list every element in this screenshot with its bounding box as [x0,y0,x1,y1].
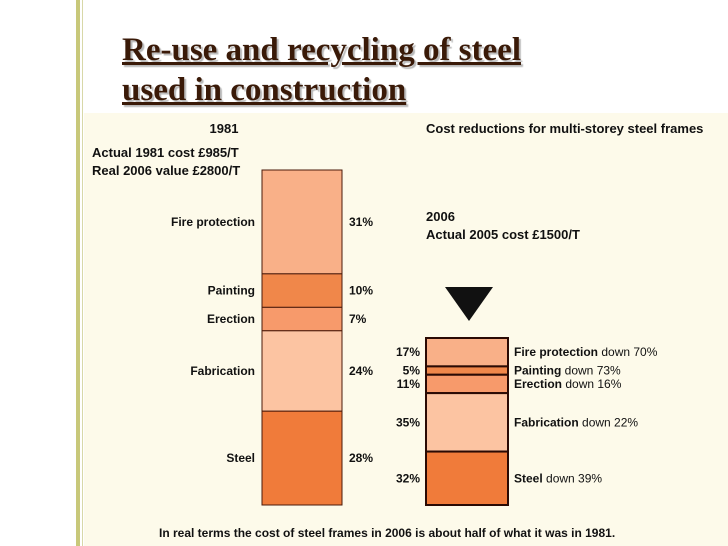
year-1981-label: 1981 [210,121,239,136]
annotation-2006-fire-protection: Fire protection down 70% [514,345,658,359]
value-1981-fire-protection: 31% [349,215,373,229]
title-line-2: used in construction [122,72,407,108]
value-2006-steel: 32% [396,471,420,485]
annotation-2006-erection: Erection down 16% [514,377,622,391]
label-1981-fire-protection: Fire protection [171,215,255,229]
value-2006-fire-protection: 17% [396,345,420,359]
annotation-2006-painting: Painting down 73% [514,364,621,378]
right-note-1: Actual 2005 cost £1500/T [426,227,580,242]
down-arrow-icon [445,287,493,321]
annotation-2006-steel: Steel down 39% [514,471,602,485]
year-2006-label: 2006 [426,209,455,224]
value-1981-fabrication: 24% [349,364,373,378]
value-2006-erection: 11% [397,377,421,391]
bar-1981-fire-protection [261,169,343,275]
bar-2006-fire-protection [425,337,509,368]
chart-caption: In real terms the cost of steel frames i… [159,526,615,540]
bar-2006-erection [425,373,509,395]
value-1981-erection: 7% [349,312,367,326]
value-1981-painting: 10% [349,284,373,298]
bar-1981-steel [261,410,343,506]
bar-2006-steel [425,450,509,506]
value-2006-fabrication: 35% [396,415,420,429]
bar-2006-fabrication [425,392,509,453]
bar-1981-erection [261,306,343,332]
value-2006-painting: 5% [403,364,421,378]
bars-group: Fire protection 31% Painting 10% Erection 7% F… [171,169,658,506]
decorative-rule-thin [82,0,83,546]
decorative-rule [76,0,80,546]
bar-1981-fabrication [261,330,343,412]
chart-title: Cost reductions for multi-storey steel f… [426,121,703,136]
left-note-1: Actual 1981 cost £985/T [92,145,239,160]
annotation-2006-fabrication: Fabrication down 22% [514,415,638,429]
cost-chart: 1981 Actual 1981 cost £985/T Real 2006 v… [92,121,703,540]
label-1981-erection: Erection [207,312,255,326]
title-line-1: Re-use and recycling of steel [122,32,521,68]
label-1981-fabrication: Fabrication [190,364,255,378]
bar-2006-painting [425,365,509,376]
slide-title: Re-use and recycling of steel used in co… [122,30,682,110]
left-note-2: Real 2006 value £2800/T [92,163,240,178]
label-1981-steel: Steel [226,451,255,465]
label-1981-painting: Painting [208,284,255,298]
chart-panel: 1981 Actual 1981 cost £985/T Real 2006 v… [84,113,728,546]
bar-1981-painting [261,273,343,308]
value-1981-steel: 28% [349,451,373,465]
